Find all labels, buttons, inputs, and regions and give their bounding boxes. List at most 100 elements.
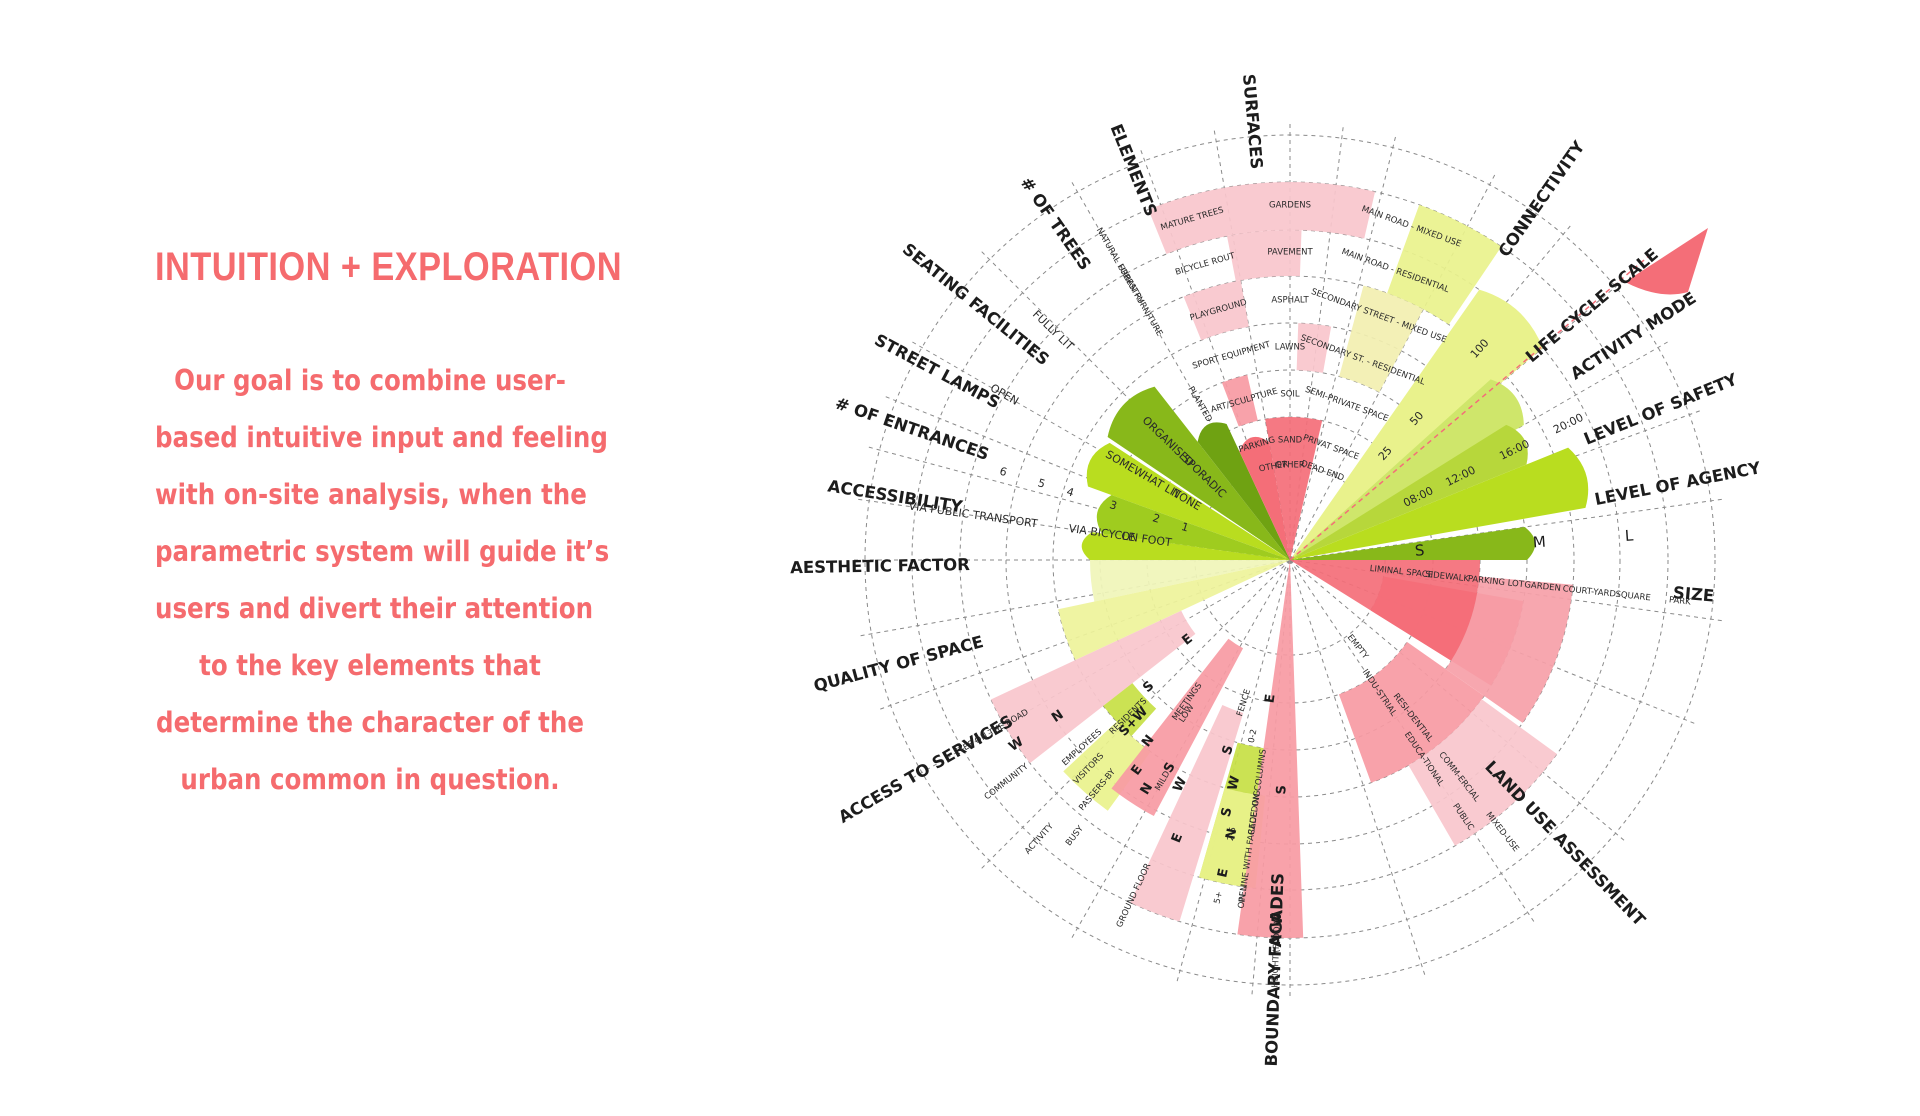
elements-playground-band <box>1183 280 1249 341</box>
surfaces-item-label: SOIL <box>1280 390 1300 400</box>
activity-wedge-2000 <box>1290 447 1589 560</box>
lamps-somewhat-lit-wedge <box>1086 442 1290 560</box>
services-saw-band <box>1103 683 1157 737</box>
compass-letter: S <box>1274 785 1289 795</box>
life-cycle-wedge-50 <box>1290 379 1524 560</box>
compass-letter: S <box>1220 743 1237 757</box>
spoke-line <box>1289 559 1537 926</box>
facade-item-label: OPEN <box>1237 884 1250 909</box>
axis-label: AESTHETIC FACTOR <box>790 555 970 577</box>
axis-label: SURFACES <box>1239 73 1266 170</box>
seating-organised-wedge <box>1107 386 1290 560</box>
elements-parking-band <box>1221 374 1258 427</box>
access-bicycle-wedge <box>1081 532 1290 560</box>
activity-wedge-1600 <box>1290 424 1528 560</box>
surfaces-lawns-band <box>1296 323 1332 373</box>
services-item-label: ACTIVITY <box>1023 821 1056 857</box>
compass-letter: S <box>1219 806 1236 819</box>
size-value-label: L <box>1624 526 1634 545</box>
services-item-label: COMMUNITY <box>983 761 1031 802</box>
surfaces-item-label: GARDENS <box>1269 201 1311 211</box>
size-wedge-s <box>1290 527 1536 560</box>
axis-label: LEVEL OF AGENCY <box>1593 458 1763 509</box>
trees-item-label: PLANTED <box>1185 385 1214 424</box>
size-item-label: PARK <box>1668 595 1691 607</box>
facade-item-label: HEIGHT (FLOORS) <box>1271 912 1284 988</box>
surfaces-pavement-band <box>1227 230 1302 282</box>
surfaces-item-label: OTHER <box>1275 461 1305 471</box>
size-item-label: GARDEN <box>1524 580 1561 594</box>
entrance-number-label: 3 <box>1108 498 1118 512</box>
axis-label: LEVEL OF SAFETY <box>1581 369 1741 448</box>
services-visitors-band <box>1063 721 1151 811</box>
size-value-label: S <box>1414 541 1425 560</box>
elements-item-label: SPORT EQUIPMENT <box>1191 340 1272 372</box>
entrance-number-label: 6 <box>998 465 1008 479</box>
entrance-number-label: 5 <box>1036 476 1046 490</box>
connectivity-main-road-band <box>1387 204 1502 325</box>
access-item-label: VIA PUBLIC TRANSPORT <box>908 499 1039 530</box>
services-item-label: BUSY <box>1064 823 1086 848</box>
page-title: INTUITION + EXPLORATION <box>155 245 622 289</box>
sector-shapes <box>990 182 1589 938</box>
entrances-wedge <box>1096 495 1290 560</box>
spoke-line <box>1289 559 1427 979</box>
description-line: Our goal is to combine user- <box>174 364 566 397</box>
axis-label: CONNECTIVITY <box>1495 137 1590 261</box>
compass-letter: E <box>1215 867 1232 879</box>
elements-item-label: BICYCLE ROUT <box>1174 251 1237 278</box>
description-line: with on-site analysis, when the <box>155 478 587 511</box>
axis-label: ELEMENTS <box>1106 121 1160 219</box>
size-courtyard-sector <box>1445 576 1573 723</box>
compass-letter: W <box>1171 775 1191 794</box>
facade-item-label: FENCE <box>1235 688 1253 718</box>
seating-sporadic-wedge <box>1197 422 1290 560</box>
compass-letter: W <box>1006 734 1026 754</box>
compass-letter: N <box>1269 934 1284 945</box>
land-use-public-sector <box>1408 699 1557 846</box>
surfaces-item-label: PAVEMENT <box>1267 248 1313 258</box>
life-cycle-pointer-arrow <box>1625 228 1708 295</box>
axis-label: # OF ENTRANCES <box>833 394 992 465</box>
surfaces-other-sector <box>1265 416 1323 560</box>
description-line: users and divert their attention <box>155 592 594 625</box>
description-line: urban common in question. <box>180 763 560 796</box>
compass-letter: W <box>1225 774 1243 792</box>
axis-label: QUALITY OF SPACE <box>812 632 986 696</box>
surfaces-item-label: LAWNS <box>1275 343 1305 353</box>
axis-label: SIZE <box>1672 583 1715 606</box>
compass-letter: W <box>1270 912 1285 927</box>
aesthetic-factor-sector <box>1090 560 1290 602</box>
entrance-number-label: 1 <box>1180 520 1190 534</box>
surfaces-item-label: SAND <box>1278 436 1303 446</box>
activity-value-label: 20:00 <box>1551 411 1585 437</box>
facade-item-label: 2-5 <box>1226 826 1239 842</box>
trees-other-wedge <box>1239 436 1290 560</box>
entrance-number-label: 2 <box>1151 511 1161 525</box>
services-n-band <box>990 610 1196 764</box>
trees-item-label: URBAN FURNITURE <box>1115 263 1164 338</box>
axis-label: STREET LAMPS <box>871 330 1003 412</box>
description-line: determine the character of the <box>156 706 584 739</box>
facade-item-label: 5+ <box>1213 890 1225 904</box>
spoke-line <box>1289 498 1726 561</box>
spoke-line <box>1289 132 1397 561</box>
connectivity-secondary-band <box>1339 285 1424 393</box>
entrance-number-label: 4 <box>1065 485 1075 499</box>
facade-item-label: 0-2 <box>1247 728 1260 744</box>
facades-e-band <box>1130 705 1244 922</box>
description-line: parametric system will guide it’s <box>155 535 610 568</box>
surfaces-item-label: ASPHALT <box>1271 296 1309 306</box>
size-item-label: SIDEWALK <box>1425 570 1470 585</box>
land-use-item-label: MIXED-USE <box>1483 810 1520 854</box>
compass-letter: N <box>1223 827 1240 841</box>
description-paragraph: Our goal is to combine user- based intui… <box>155 352 610 808</box>
land-use-industrial-sector <box>1338 642 1485 783</box>
size-value-label: M <box>1532 533 1546 552</box>
services-w-band <box>1111 638 1244 817</box>
life-cycle-wedge-100 <box>1290 289 1543 560</box>
description-line: to the key elements that <box>199 649 541 682</box>
description-line: based intuitive input and feeling <box>155 421 608 454</box>
facades-height-band <box>1237 560 1304 938</box>
